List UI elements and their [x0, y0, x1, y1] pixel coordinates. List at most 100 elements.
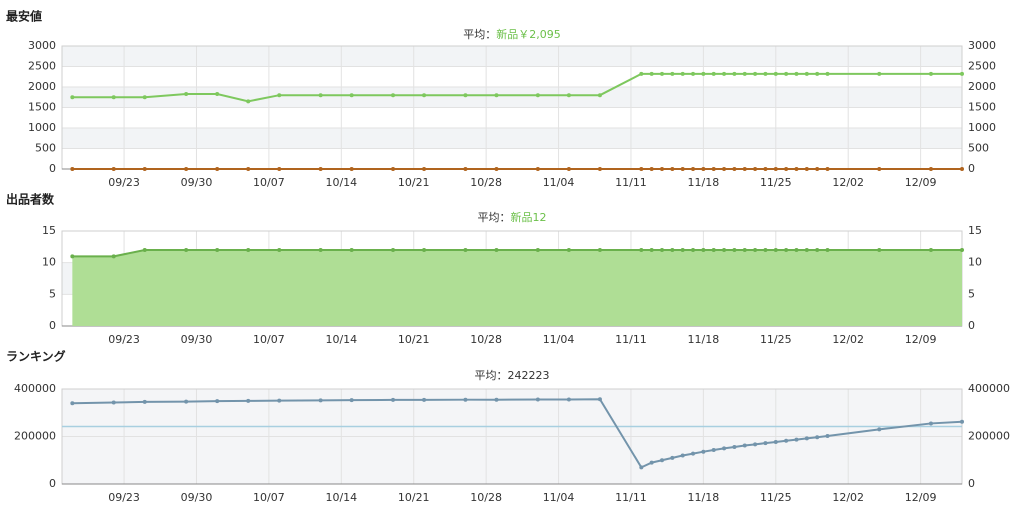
point	[691, 451, 696, 456]
point	[246, 99, 251, 104]
point	[825, 434, 830, 439]
point	[960, 419, 964, 424]
point	[535, 93, 540, 98]
point	[742, 167, 747, 171]
point	[660, 458, 664, 463]
point	[815, 71, 820, 76]
x-tick-label: 11/18	[688, 333, 720, 346]
point	[422, 248, 427, 252]
point	[463, 248, 468, 252]
point	[804, 248, 809, 252]
point	[111, 95, 116, 100]
y-tick-label: 2500	[28, 60, 56, 73]
point	[711, 71, 716, 76]
x-tick-label: 10/14	[325, 176, 357, 189]
x-tick-label: 09/23	[108, 176, 140, 189]
x-tick-label: 10/07	[253, 491, 285, 504]
y2-tick-label: 2000	[968, 80, 996, 93]
band	[62, 46, 962, 67]
y-tick-label: 0	[49, 319, 56, 332]
subtitle-part: 新品12	[511, 210, 547, 224]
point	[597, 248, 602, 252]
point	[794, 71, 799, 76]
y-tick-label: 400000	[14, 382, 56, 395]
point	[691, 71, 696, 76]
point	[742, 443, 747, 448]
y-tick-label: 5	[49, 287, 56, 300]
point	[732, 167, 737, 171]
point	[670, 71, 675, 76]
point	[70, 254, 75, 259]
point	[349, 167, 354, 171]
point	[318, 167, 323, 171]
point	[773, 439, 778, 444]
y-tick-label: 200000	[14, 430, 56, 443]
point	[928, 421, 933, 426]
y2-tick-label: 500	[968, 142, 989, 155]
x-tick-label: 09/23	[108, 333, 140, 346]
point	[732, 444, 737, 449]
point	[391, 248, 396, 252]
point	[701, 167, 706, 171]
subtitle-part: 平均：	[475, 369, 508, 382]
y2-tick-label: 3000	[968, 39, 996, 52]
point	[722, 167, 727, 171]
point	[649, 248, 654, 252]
point	[142, 95, 147, 100]
point	[815, 248, 820, 252]
point	[722, 248, 727, 252]
point	[535, 248, 540, 252]
point	[639, 167, 644, 171]
point	[111, 254, 116, 259]
x-tick-label: 12/09	[905, 176, 937, 189]
subtitle-part: 平均：	[463, 28, 496, 41]
point	[566, 397, 571, 402]
x-tick-label: 10/28	[470, 333, 502, 346]
point	[111, 400, 116, 405]
x-tick-label: 11/25	[760, 491, 792, 504]
point	[794, 248, 799, 252]
point	[535, 397, 540, 402]
point	[722, 71, 727, 76]
point	[711, 248, 716, 252]
point	[680, 453, 685, 458]
point	[597, 397, 602, 402]
point	[784, 167, 789, 171]
x-tick-label: 10/28	[470, 176, 502, 189]
y-tick-label: 2000	[28, 80, 56, 93]
y2-tick-label: 200000	[968, 430, 1010, 443]
point	[691, 167, 696, 171]
point	[660, 167, 664, 171]
y2-tick-label: 0	[968, 162, 975, 175]
y-tick-label: 3000	[28, 39, 56, 52]
point	[649, 167, 654, 171]
y2-tick-label: 0	[968, 319, 975, 332]
point	[763, 71, 768, 76]
x-tick-label: 09/30	[181, 491, 213, 504]
y2-tick-label: 15	[968, 224, 982, 237]
point	[763, 441, 768, 446]
point	[763, 167, 768, 171]
point	[670, 167, 675, 171]
point	[877, 427, 882, 432]
point	[349, 398, 354, 403]
point	[391, 167, 396, 171]
point	[773, 71, 778, 76]
point	[494, 167, 499, 171]
point	[742, 248, 747, 252]
point	[825, 248, 830, 252]
point	[742, 71, 747, 76]
x-tick-label: 11/11	[615, 176, 647, 189]
point	[277, 93, 282, 98]
point	[318, 248, 323, 252]
point	[70, 401, 75, 406]
point	[391, 93, 396, 98]
point	[246, 398, 251, 403]
point	[215, 399, 220, 404]
y2-tick-label: 5	[968, 287, 975, 300]
point	[422, 93, 427, 98]
subtitle: 平均：242223	[475, 369, 550, 382]
point	[784, 438, 789, 443]
x-tick-label: 11/04	[543, 333, 575, 346]
